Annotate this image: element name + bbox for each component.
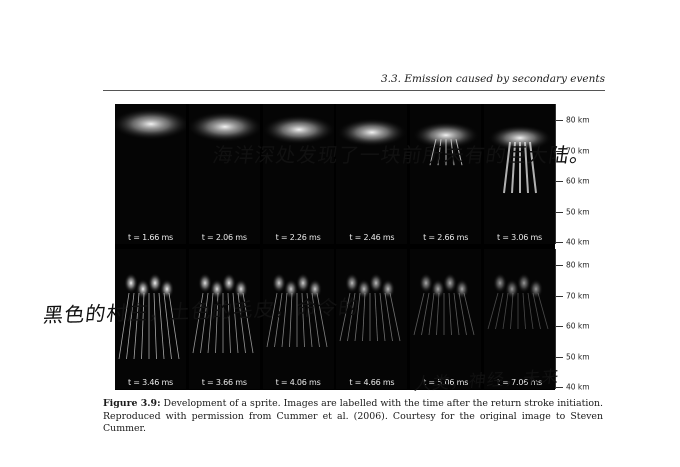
altitude-label: 70 km bbox=[566, 146, 590, 155]
panel-time-label: t = 3.06 ms bbox=[496, 233, 543, 242]
altitude-scale: 80 km 70 km 60 km 50 km 40 km bbox=[555, 249, 600, 392]
sprite-image bbox=[115, 104, 186, 244]
sprite-image bbox=[484, 104, 555, 244]
caption-text: Development of a sprite. Images are labe… bbox=[103, 398, 604, 434]
sprite-image bbox=[262, 104, 334, 244]
sprite-image bbox=[115, 249, 186, 389]
sprite-image bbox=[336, 104, 408, 244]
scale-tick bbox=[555, 120, 563, 121]
altitude-label: 60 km bbox=[566, 321, 590, 331]
altitude-label: 40 km bbox=[566, 382, 590, 392]
altitude-label: 70 km bbox=[566, 291, 590, 300]
panel-time-label: t = 3.66 ms bbox=[201, 378, 247, 387]
sprite-image bbox=[410, 249, 482, 389]
altitude-label: 80 km bbox=[566, 115, 590, 125]
panel-time-label: t = 2.66 ms bbox=[423, 233, 469, 242]
panel-time-label: t = 4.66 ms bbox=[349, 378, 395, 387]
sprite-panel: t = 2.26 ms bbox=[262, 104, 334, 244]
sprite-panel: t = 7.06 ms bbox=[484, 249, 555, 389]
sprite-image bbox=[188, 249, 260, 389]
caption-label: Figure 3.9: bbox=[103, 398, 161, 409]
sprite-panel: t = 4.06 ms bbox=[262, 249, 334, 389]
scale-tick bbox=[555, 326, 563, 327]
sprite-image bbox=[336, 249, 408, 389]
sprite-panel: t = 4.66 ms bbox=[336, 249, 408, 389]
sprite-panel: t = 3.06 ms bbox=[484, 104, 555, 244]
handwritten-note-1: 海洋深处发现了一块前所未有的巨大陆。 bbox=[211, 143, 593, 167]
scale-tick bbox=[555, 211, 563, 213]
scale-tick bbox=[555, 295, 563, 297]
panel-time-label: t = 2.26 ms bbox=[275, 233, 321, 242]
figure-caption: Figure 3.9: Development of a sprite. Ima… bbox=[103, 398, 603, 436]
panel-time-label: t = 5.06 ms bbox=[423, 378, 469, 387]
sprite-panel: t = 2.46 ms bbox=[336, 104, 408, 244]
panel-time-label: t = 4.06 ms bbox=[275, 378, 321, 387]
altitude-label: 50 km bbox=[566, 352, 590, 361]
sprite-panel: t = 2.66 ms bbox=[410, 104, 482, 244]
scale-tick bbox=[555, 181, 563, 182]
sprite-panel: t = 3.46 ms bbox=[115, 249, 186, 389]
page-header: 3.3. Emission caused by secondary events bbox=[380, 73, 605, 85]
scale-axis-line bbox=[555, 249, 556, 389]
altitude-label: 60 km bbox=[566, 176, 590, 186]
scale-tick bbox=[555, 356, 563, 358]
sprite-panel: t = 5.06 ms bbox=[410, 249, 482, 389]
panel-time-label: t = 3.46 ms bbox=[127, 378, 174, 387]
sprite-image bbox=[410, 104, 482, 244]
panel-time-label: t = 2.06 ms bbox=[201, 233, 247, 242]
scale-tick bbox=[555, 242, 563, 243]
sprite-image bbox=[484, 249, 555, 389]
scale-tick bbox=[555, 150, 563, 152]
altitude-scale: 80 km 70 km 60 km 50 km 40 km bbox=[555, 104, 600, 247]
panel-time-label: t = 7.06 ms bbox=[496, 378, 543, 387]
altitude-label: 40 km bbox=[566, 237, 590, 247]
sprite-panel: t = 3.66 ms bbox=[188, 249, 260, 389]
panel-time-label: t = 2.46 ms bbox=[349, 233, 395, 242]
panel-time-label: t = 1.66 ms bbox=[127, 233, 174, 242]
altitude-label: 50 km bbox=[566, 207, 590, 216]
scale-tick bbox=[555, 265, 563, 266]
scale-tick bbox=[555, 387, 563, 388]
sprite-panel: t = 1.66 ms bbox=[115, 104, 186, 244]
scale-axis-line bbox=[555, 104, 556, 244]
sprite-panel: t = 2.06 ms bbox=[188, 104, 260, 244]
altitude-label: 80 km bbox=[566, 260, 590, 270]
sprite-figure: t = 1.66 ms t = 2.06 ms t = 2.26 ms t = 2.4… bbox=[115, 104, 555, 390]
sprite-image bbox=[188, 104, 260, 244]
header-rule bbox=[103, 90, 605, 91]
sprite-image bbox=[262, 249, 334, 389]
